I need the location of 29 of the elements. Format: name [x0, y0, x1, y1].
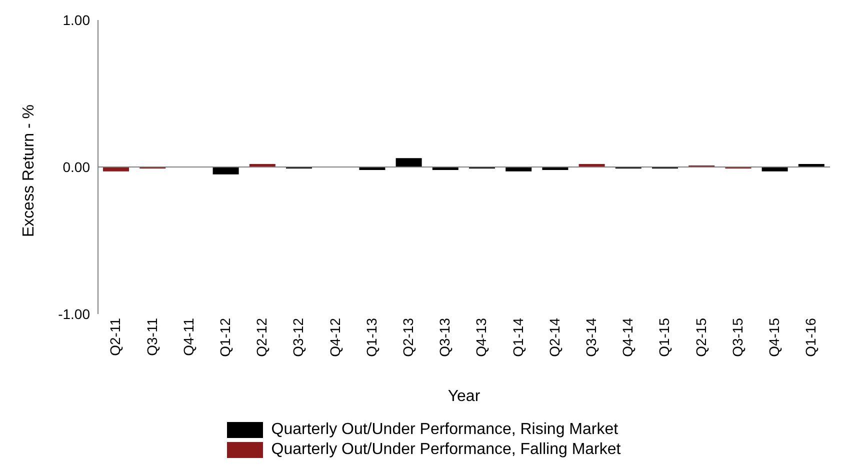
x-tick-label: Q4-11	[180, 318, 196, 356]
x-tick-label: Q1-16	[802, 318, 819, 357]
x-tick-label: Q3-13	[436, 318, 453, 357]
x-tick-label: Q3-12	[290, 318, 306, 357]
x-tick-label: Q1-15	[656, 318, 672, 357]
x-tick-label: Q3-15	[729, 318, 746, 357]
x-tick-label: Q2-14	[546, 318, 562, 357]
x-tick-label: Q4-13	[473, 318, 490, 357]
y-tick-label: 1.00	[62, 12, 90, 28]
x-tick-label: Q2-12	[254, 318, 270, 357]
legend-label: Quarterly Out/Under Performance, Rising Market	[271, 421, 618, 439]
x-axis-title: Year	[448, 388, 481, 405]
legend-label: Quarterly Out/Under Performance, Falling Market	[271, 441, 621, 459]
y-axis-title: Excess Return - %	[20, 104, 38, 237]
bar	[212, 167, 239, 174]
x-tick-label: Q4-12	[326, 318, 343, 357]
y-tick-label: 0.00	[62, 158, 90, 175]
x-tick-label: Q2-11	[107, 318, 124, 356]
x-tick-label: Q4-15	[766, 318, 782, 357]
x-tick-label: Q1-12	[217, 318, 234, 357]
x-tick-label: Q3-14	[583, 318, 600, 357]
x-tick-label: Q4-14	[620, 318, 636, 357]
bar	[396, 158, 422, 167]
x-tick-label: Q1-13	[363, 318, 380, 357]
x-tick-label: Q1-14	[510, 318, 526, 357]
x-tick-label: Q2-13	[400, 318, 416, 357]
x-tick-label: Q3-11	[144, 318, 160, 356]
x-tick-label: Q2-15	[692, 318, 709, 357]
y-tick-label: -1.00	[58, 306, 90, 322]
